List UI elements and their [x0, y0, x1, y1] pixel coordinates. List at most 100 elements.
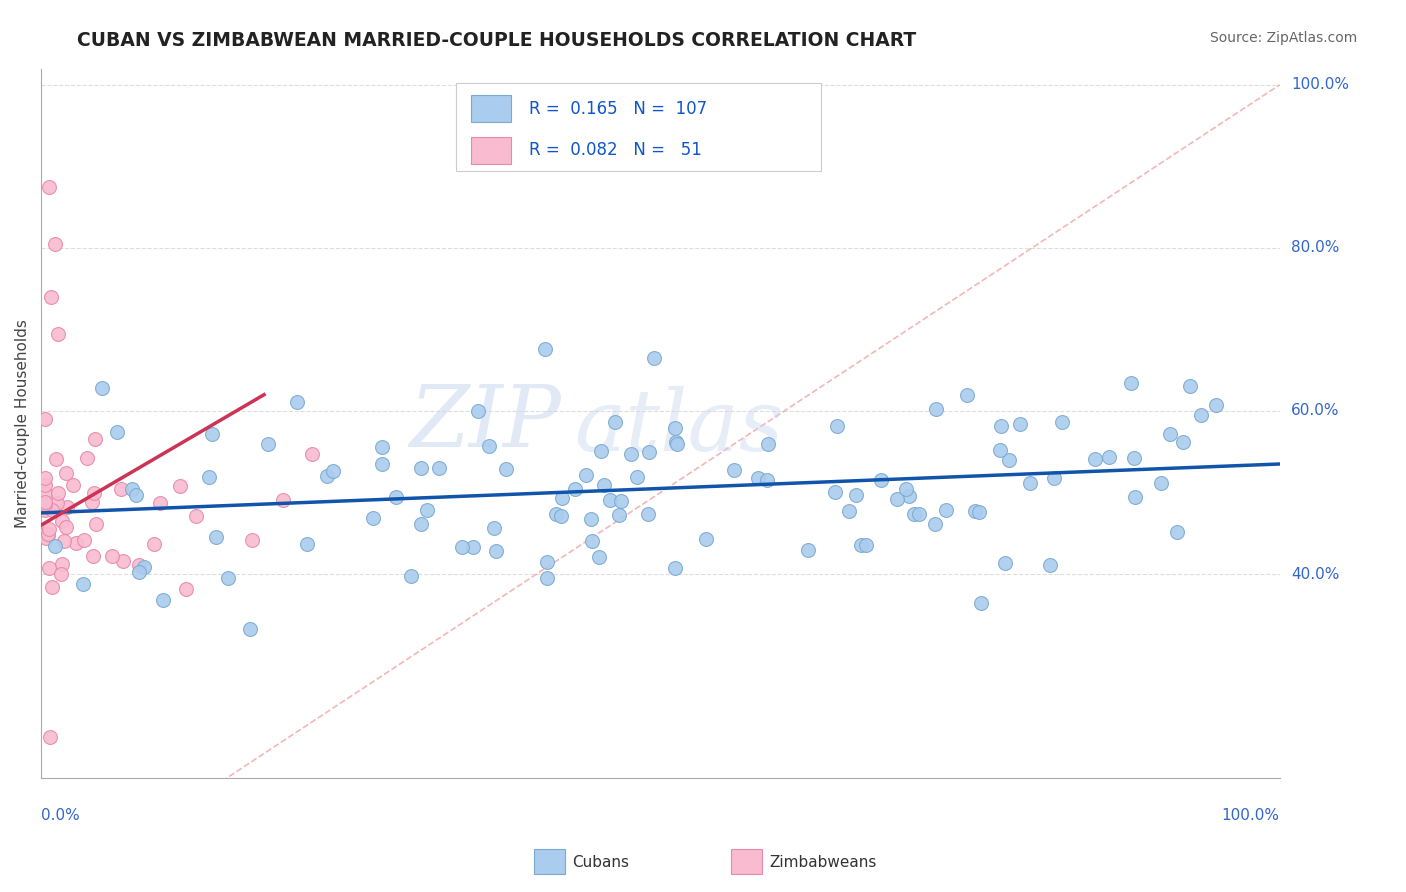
Text: 40.0%: 40.0% — [1291, 566, 1339, 582]
Point — [495, 462, 517, 476]
Point — [37, 526, 59, 541]
Text: Source: ZipAtlas.com: Source: ZipAtlas.com — [1209, 31, 1357, 45]
Point — [723, 463, 745, 477]
Point — [451, 540, 474, 554]
Point — [747, 470, 769, 484]
Point — [44, 236, 66, 251]
Text: 100.0%: 100.0% — [1291, 78, 1348, 93]
Point — [990, 443, 1012, 458]
Point — [1173, 435, 1195, 450]
Point — [990, 419, 1012, 434]
Point — [485, 544, 508, 558]
Point — [65, 536, 87, 550]
Point — [217, 570, 239, 584]
Point — [533, 342, 555, 356]
Point — [285, 394, 308, 409]
Point — [38, 561, 60, 575]
Point — [361, 511, 384, 525]
Point — [121, 482, 143, 496]
Point — [385, 490, 408, 504]
Point — [994, 556, 1017, 570]
Point — [273, 493, 295, 508]
Point — [903, 507, 925, 521]
Text: 100.0%: 100.0% — [1222, 808, 1279, 823]
Point — [134, 560, 156, 574]
Point — [41, 503, 63, 517]
Point — [1178, 378, 1201, 392]
Point — [695, 532, 717, 546]
Point — [593, 478, 616, 492]
Point — [588, 550, 610, 565]
Point — [427, 460, 450, 475]
Point — [536, 571, 558, 585]
Point — [409, 461, 432, 475]
Point — [599, 493, 621, 508]
Point — [664, 561, 686, 575]
Point — [467, 403, 489, 417]
Point — [924, 402, 946, 417]
Point — [896, 482, 918, 496]
Point — [301, 447, 323, 461]
Point — [34, 478, 56, 492]
Point — [34, 470, 56, 484]
Text: 0.0%: 0.0% — [41, 808, 80, 823]
Point — [935, 502, 957, 516]
Point — [41, 580, 63, 594]
Point — [897, 489, 920, 503]
Point — [399, 569, 422, 583]
Point — [579, 512, 602, 526]
Point — [610, 494, 633, 508]
Point — [637, 507, 659, 521]
Text: Cubans: Cubans — [572, 855, 630, 870]
Point — [1123, 451, 1146, 466]
Point — [53, 534, 76, 549]
Point — [544, 507, 567, 521]
Point — [84, 432, 107, 446]
Point — [1019, 476, 1042, 491]
Point — [34, 497, 56, 511]
Point — [105, 425, 128, 439]
Text: R =  0.082   N =   51: R = 0.082 N = 51 — [529, 141, 702, 159]
Point — [591, 443, 613, 458]
Point — [37, 528, 59, 542]
Point — [607, 508, 630, 522]
Point — [825, 418, 848, 433]
Point — [174, 582, 197, 597]
Point — [1150, 475, 1173, 490]
Point — [838, 504, 860, 518]
Point — [198, 469, 221, 483]
Point — [55, 466, 77, 480]
Point — [638, 445, 661, 459]
Text: ZIP: ZIP — [409, 382, 561, 465]
Text: 60.0%: 60.0% — [1291, 403, 1340, 418]
Text: R =  0.165   N =  107: R = 0.165 N = 107 — [529, 100, 707, 118]
Point — [34, 495, 56, 509]
Point — [101, 549, 124, 564]
Point — [143, 537, 166, 551]
Point — [924, 516, 946, 531]
Point — [643, 351, 665, 365]
Point — [44, 539, 66, 553]
Point — [551, 491, 574, 505]
Point — [1205, 398, 1227, 412]
Point — [72, 576, 94, 591]
Point — [409, 516, 432, 531]
Point — [82, 549, 104, 563]
Point — [886, 492, 908, 507]
Point — [870, 473, 893, 487]
Point — [1008, 417, 1031, 431]
Point — [824, 485, 846, 500]
Point — [38, 522, 60, 536]
Point — [1043, 471, 1066, 485]
FancyBboxPatch shape — [456, 83, 821, 171]
Point — [51, 567, 73, 582]
Point — [51, 558, 73, 572]
Point — [1189, 409, 1212, 423]
Point — [797, 542, 820, 557]
Point — [963, 504, 986, 518]
Point — [970, 596, 993, 610]
Point — [34, 526, 56, 541]
Point — [82, 495, 104, 509]
Text: Zimbabweans: Zimbabweans — [769, 855, 876, 870]
Point — [482, 520, 505, 534]
